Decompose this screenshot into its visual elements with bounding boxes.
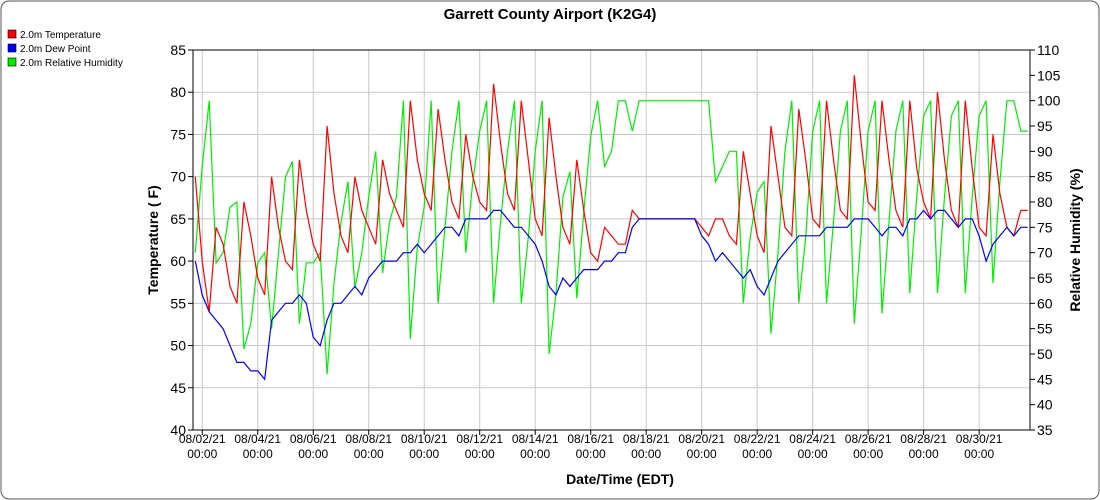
y-tick-label: 65 (170, 211, 186, 227)
legend-swatch (7, 43, 17, 53)
legend-label: 2.0m Dew Point (20, 44, 91, 55)
series-line (194, 100, 1028, 375)
y2-tick-label: 45 (1037, 371, 1053, 387)
x-tick-label: 08/18/21 00:00 (622, 432, 670, 461)
x-tick-label: 08/14/21 00:00 (511, 432, 559, 461)
x-tick-label: 08/02/21 00:00 (178, 432, 226, 461)
plot-area (193, 50, 1030, 430)
y2-tick-label: 35 (1037, 422, 1053, 438)
y2-tick-label: 85 (1037, 169, 1053, 185)
y2-tick-label: 90 (1037, 143, 1053, 159)
y-tick-label: 75 (170, 126, 186, 142)
x-tick-label: 08/28/21 00:00 (900, 432, 947, 461)
y-axis-label: Temperature ( F) (145, 185, 161, 294)
legend-swatch (7, 57, 17, 67)
y-tick-label: 40 (170, 422, 186, 438)
y2-axis-label: Relative Humidity (%) (1067, 168, 1083, 311)
plot-border (192, 49, 1031, 431)
y-tick-label: 45 (170, 380, 186, 396)
series-line (194, 75, 1028, 312)
y2-tick-label: 60 (1037, 295, 1053, 311)
x-tick-label: 08/06/21 00:00 (289, 432, 337, 461)
y2-tick-label: 50 (1037, 346, 1053, 362)
y-tick-label: 55 (170, 295, 186, 311)
y2-tick-label: 80 (1037, 194, 1053, 210)
legend-label: 2.0m Relative Humidity (20, 58, 123, 69)
y-tick-label: 50 (170, 338, 186, 354)
y2-tick-label: 70 (1037, 245, 1053, 261)
x-tick-label: 08/20/21 00:00 (678, 432, 726, 461)
y2-tick-label: 100 (1037, 93, 1061, 109)
y2-tick-label: 110 (1037, 42, 1060, 58)
y2-tick-label: 95 (1037, 118, 1053, 134)
series-line (194, 209, 1028, 381)
x-tick-label: 08/04/21 00:00 (234, 432, 282, 461)
x-tick-label: 08/10/21 00:00 (400, 432, 448, 461)
legend-label: 2.0m Temperature (20, 30, 101, 41)
x-tick-label: 08/08/21 00:00 (345, 432, 393, 461)
legend-swatch (7, 29, 17, 39)
x-tick-label: 08/12/21 00:00 (456, 432, 504, 461)
y2-tick-label: 65 (1037, 270, 1053, 286)
x-tick-label: 08/30/21 00:00 (955, 432, 1003, 461)
y2-tick-label: 40 (1037, 397, 1053, 413)
x-tick-label: 08/24/21 00:00 (789, 432, 837, 461)
y-tick-label: 85 (170, 42, 186, 58)
y2-tick-label: 55 (1037, 321, 1053, 337)
y-tick-label: 60 (170, 253, 186, 269)
y-tick-label: 80 (170, 84, 186, 100)
x-axis-label: Date/Time (EDT) (566, 471, 674, 487)
x-tick-label: 08/16/21 00:00 (567, 432, 615, 461)
x-tick-label: 08/22/21 00:00 (733, 432, 781, 461)
y-tick-label: 70 (170, 169, 186, 185)
y2-tick-label: 105 (1037, 67, 1061, 83)
x-tick-label: 08/26/21 00:00 (844, 432, 892, 461)
y2-tick-label: 75 (1037, 219, 1053, 235)
chart-title: Garrett County Airport (K2G4) (444, 6, 657, 23)
